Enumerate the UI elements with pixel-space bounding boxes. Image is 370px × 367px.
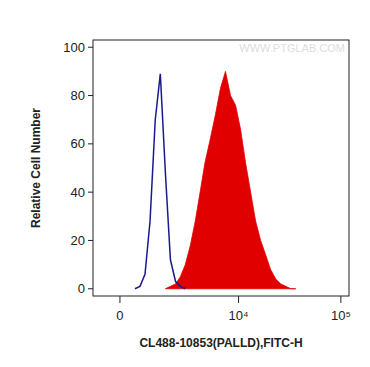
y-axis-label: Relative Cell Number [29,108,43,228]
x-tick [340,296,341,303]
x-tick-label: 10⁴ [229,308,249,323]
plot-frame [93,40,349,296]
watermark: WWW.PTGLAB.COM [239,42,345,54]
y-tick-label: 100 [63,40,85,55]
x-tick [119,296,120,303]
y-tick [88,47,93,48]
x-tick-label: 10⁵ [331,308,351,323]
chart: WWW.PTGLAB.COM 0 20 40 60 80 100 0 10⁴ 10⁵ CL488-1… [0,0,370,367]
plot-area [135,71,296,288]
y-tick-label: 0 [78,281,85,296]
histogram-line [135,74,185,289]
y-tick [88,143,93,144]
x-axis-label: CL488-10853(PALLD),FITC-H [139,336,302,350]
y-tick [88,240,93,241]
x-tick [238,296,239,303]
y-tick [88,192,93,193]
y-tick-label: 60 [71,136,85,151]
y-tick-label: 40 [71,185,85,200]
y-tick [88,95,93,96]
x-tick-label: 0 [116,308,123,323]
y-tick [88,288,93,289]
histogram-area [165,71,295,288]
y-tick-label: 80 [71,88,85,103]
y-tick-label: 20 [71,233,85,248]
